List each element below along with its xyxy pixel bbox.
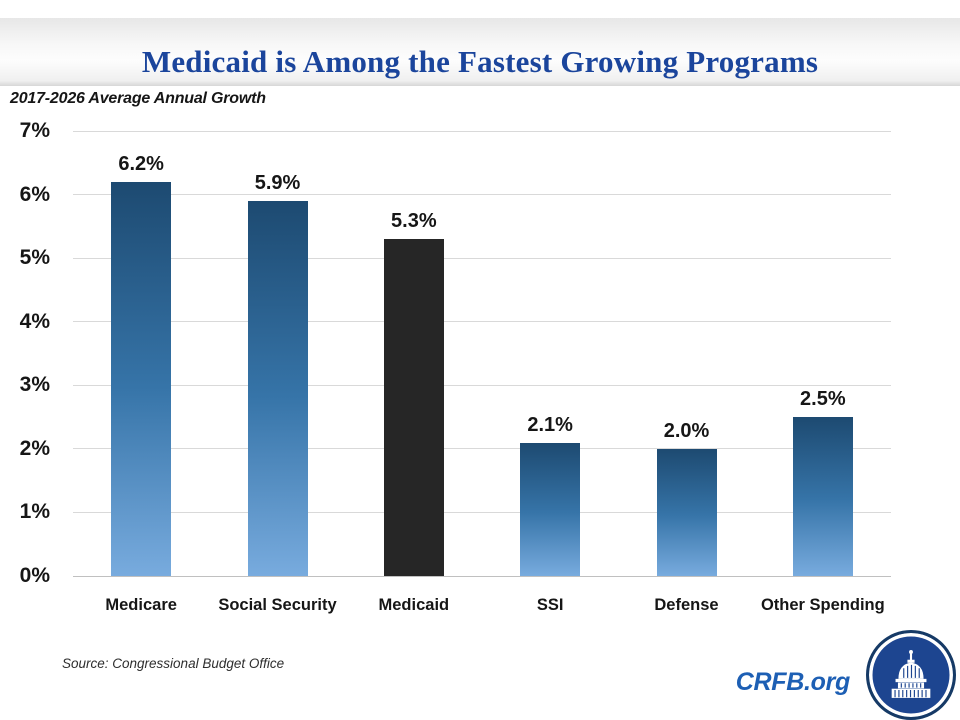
crfb-logo xyxy=(866,630,956,720)
y-tick-label: 7% xyxy=(19,119,50,142)
bar-value-label: 5.9% xyxy=(254,171,301,194)
bar-other-spending xyxy=(792,417,853,576)
gridline xyxy=(73,575,891,577)
title-banner: Medicaid is Among the Fastest Growing Pr… xyxy=(0,18,960,86)
x-axis: Medicare Social Security Medicaid SSI Defens… xyxy=(73,596,891,620)
gridline xyxy=(73,130,891,132)
chart-subtitle: 2017-2026 Average Annual Growth xyxy=(10,90,266,107)
gridline xyxy=(73,194,891,196)
bar-value-label: 2.0% xyxy=(663,419,710,442)
source-note: Source: Congressional Budget Office xyxy=(62,656,285,671)
bar-medicaid xyxy=(383,239,444,576)
x-axis-label-medicare: Medicare xyxy=(105,596,177,614)
y-axis: 0% 1% 2% 3% 4% 5% 6% 7% xyxy=(0,119,58,587)
gridline xyxy=(73,511,891,513)
y-tick-label: 4% xyxy=(19,309,50,333)
gridline xyxy=(73,321,891,323)
y-tick-label: 5% xyxy=(19,246,50,270)
gridline xyxy=(73,448,891,450)
plot-area: 6.2% 5.9% 5.3% 2.1% 2.0% 2.5% xyxy=(73,130,891,577)
bar-value-label: 2.1% xyxy=(527,413,573,436)
bar-medicare xyxy=(111,181,172,576)
crfb-wordmark: CRFB.org xyxy=(735,668,851,696)
y-tick-label: 1% xyxy=(19,500,50,524)
bar-social-security xyxy=(247,200,308,576)
gridline xyxy=(73,257,891,259)
bar-defense xyxy=(656,448,717,576)
x-axis-label-other-spending: Other Spending xyxy=(760,596,885,614)
y-tick-label: 3% xyxy=(19,373,50,397)
bar-value-label: 5.3% xyxy=(391,210,437,233)
y-tick-label: 2% xyxy=(19,436,50,460)
y-tick-label: 0% xyxy=(19,564,50,587)
x-axis-label-defense: Defense xyxy=(654,596,719,614)
x-axis-label-social-security: Social Security xyxy=(218,596,337,614)
bar-value-label: 6.2% xyxy=(118,152,164,175)
gridline xyxy=(73,384,891,386)
page-title: Medicaid is Among the Fastest Growing Pr… xyxy=(141,44,819,79)
capitol-icon xyxy=(891,650,931,698)
y-tick-label: 6% xyxy=(19,182,50,206)
x-axis-label-medicaid: Medicaid xyxy=(378,596,450,614)
bar-value-label: 2.5% xyxy=(800,388,846,411)
x-axis-label-ssi: SSI xyxy=(536,596,564,614)
bar-ssi xyxy=(520,442,581,576)
